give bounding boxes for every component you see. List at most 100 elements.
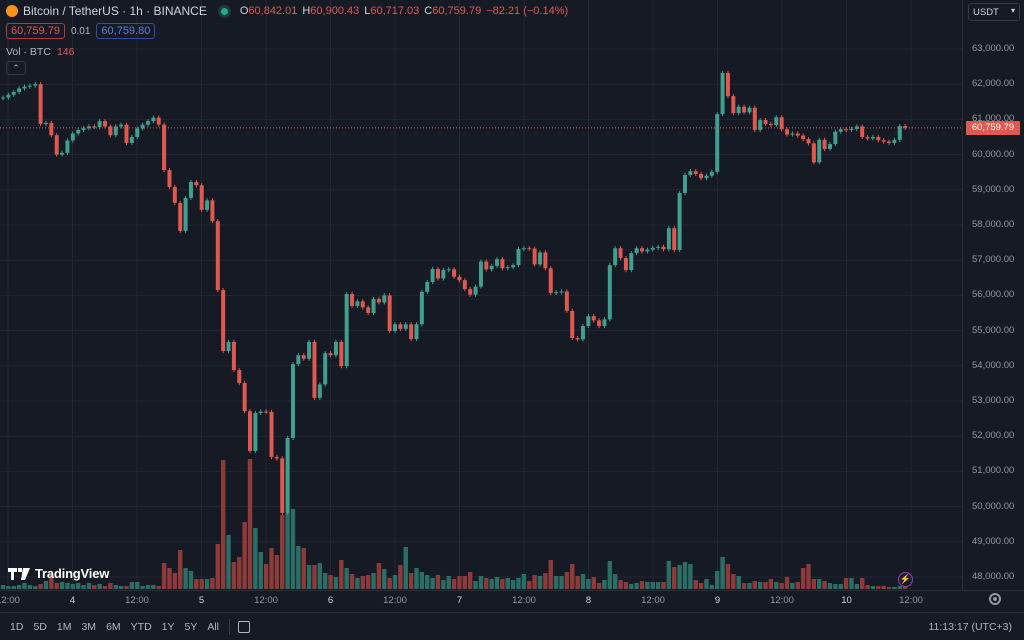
collapse-legend-button[interactable]: ⌃ <box>6 61 26 75</box>
volume-bar <box>564 572 570 589</box>
volume-bars <box>0 459 908 589</box>
last-price-tag: 60,759.79 <box>966 121 1020 135</box>
volume-bar <box>688 564 693 589</box>
candle-body <box>409 324 414 340</box>
ohlc-close: C60,759.79 <box>424 5 482 17</box>
candle-body <box>382 295 387 303</box>
symbol-legend[interactable]: Bitcoin / TetherUS · 1h · BINANCE O60,84… <box>6 4 568 18</box>
volume-bar <box>623 582 629 589</box>
candle-body <box>355 301 360 306</box>
volume-bar <box>865 585 870 589</box>
go-to-date-calendar-icon[interactable] <box>238 620 251 633</box>
volume-bar <box>843 578 849 589</box>
range-1y[interactable]: 1Y <box>161 620 175 633</box>
candle-body <box>371 298 376 313</box>
candle-body <box>435 269 440 279</box>
candle-body <box>457 276 462 281</box>
volume-bar <box>709 585 715 589</box>
candle-body <box>580 326 585 340</box>
candle-body <box>462 280 467 290</box>
currency-select[interactable]: USDT ▾ <box>968 3 1020 21</box>
ohlc-low: L60,717.03 <box>364 5 420 17</box>
candle-body <box>103 121 108 127</box>
candle-body <box>790 133 795 135</box>
candle-body <box>484 261 489 270</box>
candle-body <box>49 122 54 136</box>
candle-body <box>795 133 800 136</box>
volume-bar <box>365 575 371 589</box>
volume-bar <box>494 577 500 589</box>
range-all[interactable]: All <box>207 620 220 633</box>
candle-body <box>822 139 827 149</box>
volume-bar <box>392 575 398 589</box>
time-tick-label: 12:00 <box>383 595 407 606</box>
tradingview-watermark[interactable]: TradingView <box>8 566 109 581</box>
candle-body <box>22 86 27 89</box>
candle-body <box>699 173 704 179</box>
volume-bar <box>118 586 124 589</box>
volume-bar <box>290 509 296 589</box>
candle-body <box>242 383 247 412</box>
candle-body <box>108 126 113 136</box>
candle-body <box>720 72 725 115</box>
price-tick-label: 51,000.00 <box>972 465 1015 477</box>
volume-bar <box>768 579 774 589</box>
candle-body <box>763 120 768 124</box>
candle-body <box>124 124 129 143</box>
candle-body <box>403 324 408 329</box>
sell-button[interactable]: 60,759.79 <box>6 23 65 39</box>
volume-bar <box>360 576 365 589</box>
candle-body <box>76 129 81 134</box>
volume-bar <box>484 578 489 589</box>
time-tick-label: 12:00 <box>125 595 149 606</box>
range-5y[interactable]: 5Y <box>184 620 198 633</box>
volume-bar <box>49 575 54 589</box>
candle-body <box>1 97 5 99</box>
settings-gear-icon[interactable] <box>989 593 1001 605</box>
candle-body <box>178 202 183 231</box>
range-6m[interactable]: 6M <box>106 620 121 633</box>
volume-bar <box>655 582 661 589</box>
price-axis[interactable] <box>962 0 1024 590</box>
candle-body <box>785 129 790 135</box>
volume-bar <box>543 573 548 589</box>
volume-bar <box>16 585 22 589</box>
volume-legend[interactable]: Vol · BTC 146 <box>6 46 74 58</box>
candle-body <box>666 228 671 250</box>
divider <box>229 618 231 635</box>
symbol-title[interactable]: Bitcoin / TetherUS · 1h · BINANCE <box>23 4 207 18</box>
price-chart[interactable] <box>0 0 962 590</box>
time-tick-label: 12:00 <box>641 595 665 606</box>
candle-body <box>210 200 215 222</box>
volume-bar <box>317 563 323 589</box>
time-tick-label: 12:00 <box>0 595 20 606</box>
volume-bar <box>22 583 27 589</box>
time-tick-label: 6 <box>327 595 334 606</box>
volume-bar <box>833 584 838 589</box>
candle-body <box>264 411 269 413</box>
candle-body <box>564 291 569 311</box>
price-tick-label: 58,000.00 <box>972 219 1015 230</box>
volume-bar <box>247 459 253 589</box>
range-ytd[interactable]: YTD <box>130 620 152 633</box>
flash-icon[interactable]: ⚡ <box>898 572 913 587</box>
time-axis[interactable] <box>0 590 1024 612</box>
volume-bar <box>822 581 827 589</box>
volume-bar <box>403 547 408 589</box>
range-1d[interactable]: 1D <box>10 620 24 633</box>
candle-body <box>725 72 730 97</box>
candle-body <box>446 269 451 271</box>
volume-bar <box>559 576 564 589</box>
range-5d[interactable]: 5D <box>33 620 47 633</box>
range-3m[interactable]: 3M <box>81 620 97 633</box>
candle-body <box>511 265 516 268</box>
range-1m[interactable]: 1M <box>56 620 72 633</box>
candle-body <box>376 298 381 303</box>
candle-body <box>317 384 322 398</box>
volume-bar <box>108 583 113 589</box>
buy-button[interactable]: 60,759.80 <box>96 23 156 39</box>
clock[interactable]: 11:13:17 (UTC+3) <box>928 621 1012 633</box>
volume-bar <box>849 578 854 589</box>
volume-bar <box>811 579 817 589</box>
candle-body <box>151 117 156 122</box>
